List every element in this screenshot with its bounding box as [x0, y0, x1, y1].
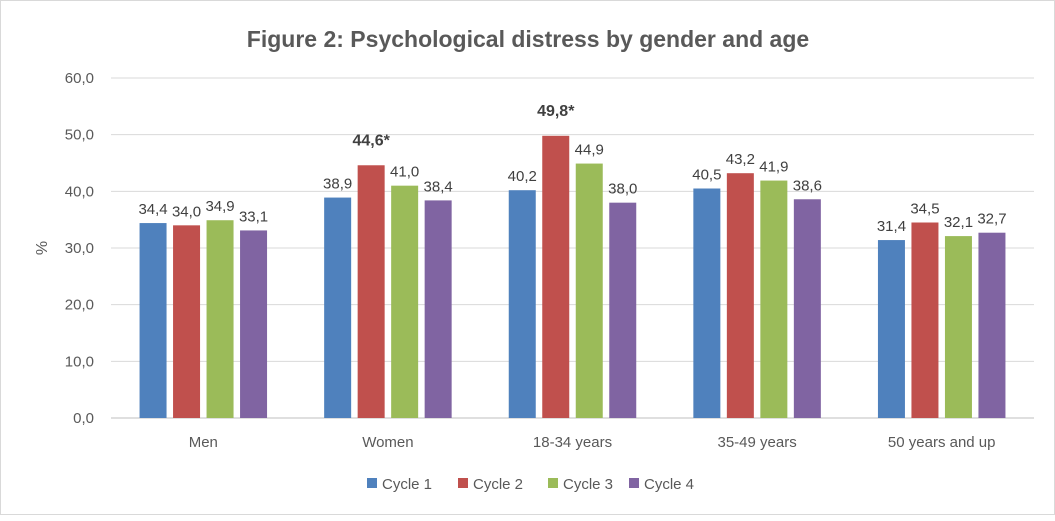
- x-tick-label: 50 years and up: [888, 434, 996, 451]
- bar: [357, 165, 385, 418]
- bar: [391, 185, 419, 418]
- legend-label: Cycle 2: [473, 476, 523, 493]
- data-label: 40,2: [508, 168, 537, 185]
- bar: [944, 236, 972, 418]
- legend-label: Cycle 3: [563, 476, 613, 493]
- data-label: 41,0: [390, 164, 419, 181]
- bar: [424, 200, 452, 418]
- data-label: 34,0: [172, 203, 201, 220]
- bar: [911, 222, 939, 418]
- bar: [542, 135, 570, 419]
- bar: [139, 223, 167, 418]
- legend-swatch: [548, 478, 558, 488]
- legend-label: Cycle 4: [644, 476, 694, 493]
- x-tick-label: 35-49 years: [717, 434, 796, 451]
- bar: [240, 230, 268, 418]
- data-label: 43,2: [726, 151, 755, 168]
- bar: [324, 197, 352, 418]
- legend-swatch: [458, 478, 468, 488]
- data-label: 38,9: [323, 176, 352, 193]
- y-tick-label: 40,0: [65, 183, 94, 200]
- y-tick-label: 10,0: [65, 353, 94, 370]
- bar: [508, 190, 536, 418]
- y-tick-label: 0,0: [73, 410, 94, 427]
- data-label: 33,1: [239, 208, 268, 225]
- legend-label: Cycle 1: [382, 476, 432, 493]
- x-tick-label: 18-34 years: [533, 434, 612, 451]
- x-tick-label: Men: [189, 434, 218, 451]
- y-tick-label: 30,0: [65, 240, 94, 257]
- data-label: 38,0: [608, 181, 637, 198]
- bar: [726, 173, 754, 418]
- data-label: 32,7: [977, 211, 1006, 228]
- bar: [760, 180, 788, 418]
- data-label: 44,6*: [352, 132, 390, 149]
- data-label: 49,8*: [537, 103, 575, 120]
- y-tick-label: 60,0: [65, 70, 94, 87]
- data-label: 32,1: [944, 214, 973, 231]
- bar: [793, 199, 821, 418]
- data-label: 41,9: [759, 159, 788, 176]
- data-label: 31,4: [877, 218, 906, 235]
- chart-title: Figure 2: Psychological distress by gend…: [247, 26, 809, 52]
- bar: [877, 240, 905, 418]
- data-label: 40,5: [692, 167, 721, 184]
- legend-swatch: [629, 478, 639, 488]
- bar: [978, 232, 1006, 418]
- bar: [693, 188, 721, 418]
- x-tick-label: Women: [362, 434, 413, 451]
- data-label: 34,9: [205, 198, 234, 215]
- data-label: 38,6: [793, 177, 822, 194]
- legend-swatch: [367, 478, 377, 488]
- bar: [206, 220, 234, 418]
- bar: [575, 163, 603, 418]
- data-label: 44,9: [575, 142, 604, 159]
- y-axis-label: %: [34, 241, 51, 255]
- bar: [173, 225, 201, 418]
- y-tick-label: 50,0: [65, 127, 94, 144]
- data-label: 38,4: [424, 178, 453, 195]
- y-tick-label: 20,0: [65, 297, 94, 314]
- data-label: 34,5: [910, 201, 939, 218]
- bar: [609, 202, 637, 418]
- data-label: 34,4: [138, 201, 167, 218]
